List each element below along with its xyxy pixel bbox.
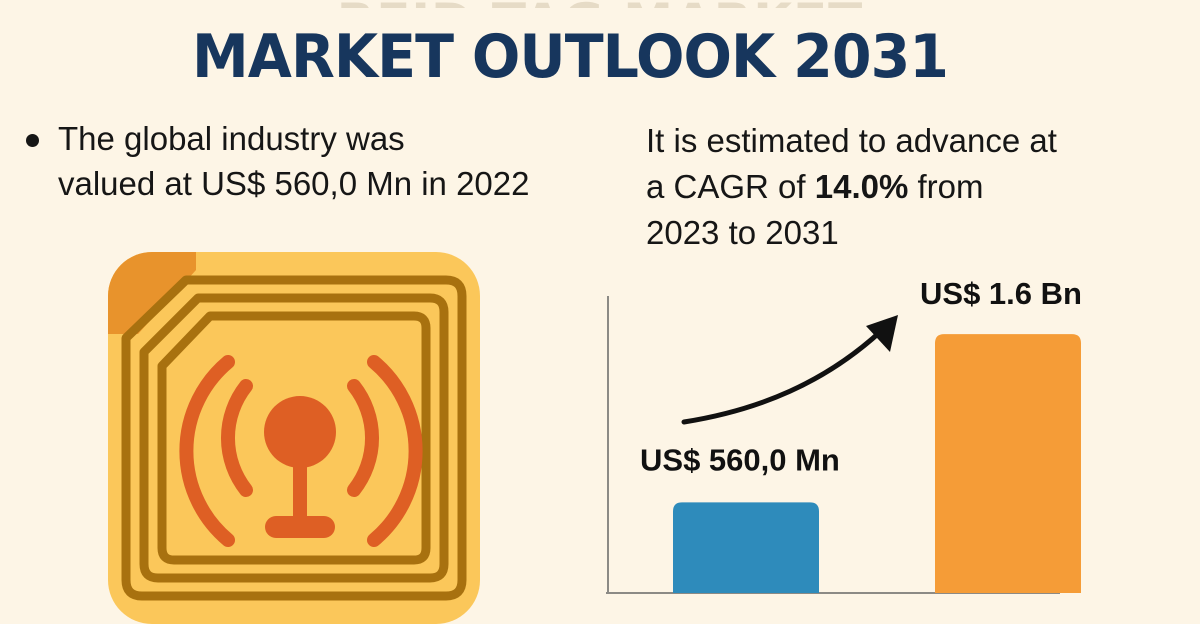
- bar-2031: [935, 334, 1081, 593]
- chip-coil-inner: [157, 311, 431, 565]
- signal-waves-icon: [179, 355, 423, 547]
- antenna-icon: [264, 396, 336, 538]
- cagr-line-2-suffix: from: [908, 168, 984, 205]
- chip-corner: [108, 252, 196, 334]
- data-label-2022: US$ 560,0 Mn: [640, 442, 840, 477]
- bullet-line-1: The global industry was: [58, 120, 405, 157]
- cagr-line-2-prefix: a CAGR of: [646, 168, 815, 205]
- wave-left-inner: [221, 379, 253, 497]
- market-value-bullet: The global industry was valued at US$ 56…: [26, 116, 606, 206]
- bullet-dot-icon: [26, 134, 39, 147]
- page-title: MARKET OUTLOOK 2031: [192, 22, 949, 92]
- growth-arrow-icon: [681, 315, 898, 425]
- cut-off-title-strip: RFID TAG MARKET: [0, 0, 1200, 8]
- bullet-line-2: valued at US$ 560,0 Mn in 2022: [58, 165, 530, 202]
- wave-left-outer: [179, 355, 235, 547]
- cagr-line-3: 2023 to 2031: [646, 214, 839, 251]
- wave-right-inner: [347, 379, 379, 497]
- cagr-line-2: a CAGR of 14.0% from: [646, 164, 1186, 210]
- cagr-line-1: It is estimated to advance at: [646, 122, 1057, 159]
- cagr-value: 14.0%: [814, 168, 909, 205]
- chip-coil-middle: [139, 293, 449, 583]
- cut-off-title: RFID TAG MARKET: [0, 0, 1200, 8]
- chip-coil-outer: [121, 275, 467, 601]
- rfid-chip-icon: [108, 252, 480, 624]
- wave-right-outer: [367, 355, 423, 547]
- cagr-statement: It is estimated to advance at a CAGR of …: [646, 118, 1186, 256]
- bar-2022: [673, 502, 819, 593]
- data-label-2031: US$ 1.6 Bn: [920, 276, 1082, 311]
- growth-arrow-shaft: [681, 329, 883, 425]
- growth-arrow-head: [866, 315, 898, 352]
- market-growth-chart: US$ 560,0 Mn US$ 1.6 Bn: [606, 276, 1082, 594]
